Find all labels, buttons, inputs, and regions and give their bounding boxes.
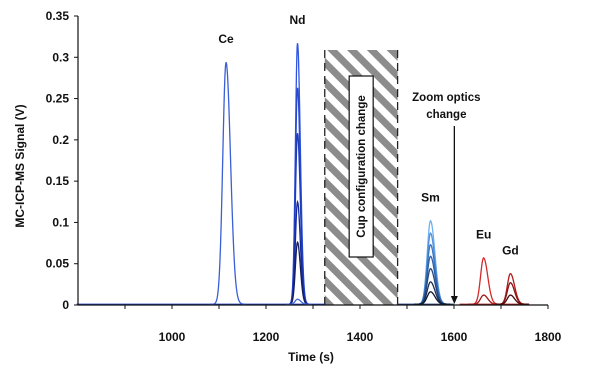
chart-labels: Ce Nd Sm Eu Gd Zoom optics change xyxy=(218,13,519,304)
y-tick-label-2: 0.1 xyxy=(52,215,69,229)
peak-sm-trace-0 xyxy=(414,219,451,305)
peak-gd xyxy=(495,272,529,305)
peak-nd-trace-2 xyxy=(286,133,311,305)
peak-nd-trace-1 xyxy=(286,87,311,305)
peak-nd xyxy=(285,43,312,305)
zoom-note-line1: Zoom optics xyxy=(412,92,480,104)
signal-traces xyxy=(76,43,530,305)
x-axis-title: Time (s) xyxy=(288,350,334,364)
peak-eu-trace-0 xyxy=(468,257,502,305)
peak-label-nd: Nd xyxy=(289,13,305,27)
peak-sm xyxy=(414,219,451,305)
peak-sm-trace-6 xyxy=(414,291,451,305)
peak-nd-trace-5 xyxy=(285,298,312,305)
y-tick-label-3: 0.15 xyxy=(46,174,70,188)
peak-nd-trace-0 xyxy=(286,43,311,305)
peak-eu xyxy=(468,257,502,305)
peak-nd-trace-4 xyxy=(286,240,311,305)
peak-label-gd: Gd xyxy=(502,243,519,257)
peak-ce-trace-0 xyxy=(209,62,246,305)
zoom-note-arrowhead xyxy=(450,296,458,304)
peak-eu-trace-1 xyxy=(468,294,502,305)
peak-gd-trace-1 xyxy=(495,282,529,305)
y-tick-label-7: 0.35 xyxy=(46,9,70,23)
cup-change-label-box xyxy=(348,75,374,258)
x-tick-label-2: 1400 xyxy=(347,330,374,344)
peak-gd-trace-2 xyxy=(495,294,529,305)
x-tick-label-0: 1000 xyxy=(159,330,186,344)
y-tick-label-4: 0.2 xyxy=(52,133,69,147)
y-tick-label-1: 0.05 xyxy=(46,257,70,271)
x-tick-label-4: 1800 xyxy=(535,330,562,344)
peak-sm-trace-4 xyxy=(414,267,451,305)
peak-ce xyxy=(209,62,246,305)
cup-change-label: Cup configuration change xyxy=(356,95,368,237)
y-tick-label-6: 0.3 xyxy=(52,50,69,64)
y-tick-label-5: 0.25 xyxy=(46,92,70,106)
peak-label-ce: Ce xyxy=(218,32,234,46)
peak-sm-trace-2 xyxy=(414,243,451,305)
y-axis-title: MC-ICP-MS Signal (V) xyxy=(13,104,27,227)
zoom-note-line2: change xyxy=(426,109,466,121)
peak-label-eu: Eu xyxy=(476,228,491,242)
peak-sm-trace-3 xyxy=(414,255,451,305)
axes: 0 0.05 0.1 0.15 0.2 0.25 0.3 0.35 1000 1200 1400 16… xyxy=(46,9,562,344)
hatched-region: Cup configuration change xyxy=(324,50,399,305)
peak-nd-trace-3 xyxy=(286,199,311,305)
peak-label-sm: Sm xyxy=(421,190,440,204)
x-tick-label-3: 1600 xyxy=(441,330,468,344)
x-tick-label-1: 1200 xyxy=(253,330,280,344)
peak-gd-trace-0 xyxy=(495,272,529,305)
y-tick-label-0: 0 xyxy=(62,298,69,312)
